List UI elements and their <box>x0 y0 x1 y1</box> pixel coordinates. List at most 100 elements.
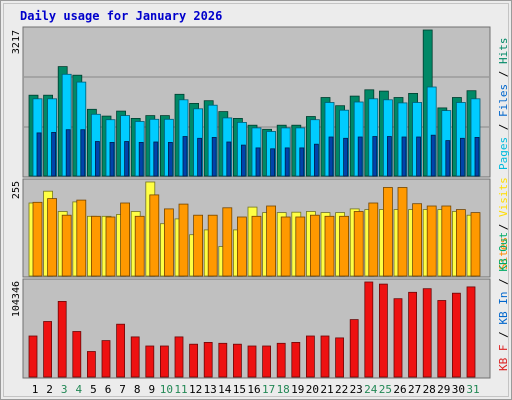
bar-pages-day-7 <box>124 141 129 177</box>
x-tick-label-31: 31 <box>466 383 479 396</box>
legend-part-1-0: Sites <box>497 237 510 270</box>
bar-kb-f-day-24 <box>364 281 374 378</box>
bar-pages-day-27 <box>416 136 422 177</box>
bar-sites-day-3 <box>61 214 72 277</box>
bar-sites-day-25 <box>382 187 393 277</box>
bar-kb-f-day-28 <box>422 288 432 378</box>
bar-sites-day-27 <box>412 203 423 277</box>
bar-kb-f-day-5 <box>87 351 96 378</box>
legend-part-0-2: Files <box>497 84 510 117</box>
legend-visits_sites: Sites / Visits <box>497 177 510 270</box>
y-max-label-kb: 104346 <box>11 281 22 317</box>
bar-pages-day-12 <box>197 137 203 177</box>
bar-kb-f-day-31 <box>466 286 476 378</box>
x-tick-label-22: 22 <box>335 383 348 396</box>
bar-sites-day-21 <box>324 215 335 277</box>
bar-pages-day-23 <box>357 136 363 177</box>
x-tick-label-2: 2 <box>46 383 53 396</box>
bar-pages-day-8 <box>138 141 144 177</box>
bar-kb-f-day-19 <box>291 341 301 378</box>
bar-pages-day-4 <box>80 129 86 177</box>
x-tick-label-20: 20 <box>306 383 319 396</box>
x-tick-label-27: 27 <box>408 383 421 396</box>
x-tick-label-12: 12 <box>189 383 202 396</box>
chart-inner-border <box>3 3 509 397</box>
bar-pages-day-26 <box>401 136 407 177</box>
bar-sites-day-9 <box>149 194 160 277</box>
bar-pages-day-30 <box>459 137 465 177</box>
bar-sites-day-31 <box>470 212 481 277</box>
bar-kb-f-day-26 <box>393 298 403 378</box>
y-max-label-visits: 255 <box>11 181 22 199</box>
bar-sites-day-16 <box>251 215 262 277</box>
bar-sites-day-2 <box>47 198 57 277</box>
x-tick-label-18: 18 <box>277 383 290 396</box>
bar-kb-f-day-1 <box>28 335 38 378</box>
x-tick-label-3: 3 <box>61 383 68 396</box>
x-tick-label-1: 1 <box>32 383 39 396</box>
x-tick-label-16: 16 <box>247 383 260 396</box>
x-tick-label-14: 14 <box>218 383 232 396</box>
bar-pages-day-19 <box>299 147 305 177</box>
legend-part-2-4: KB Out <box>497 232 510 272</box>
y-max-label-hits: 3217 <box>11 30 22 54</box>
x-tick-label-15: 15 <box>233 383 246 396</box>
x-tick-label-7: 7 <box>119 383 126 396</box>
bar-sites-day-23 <box>353 211 364 277</box>
bar-pages-day-10 <box>167 141 173 177</box>
bar-sites-day-28 <box>426 205 437 277</box>
x-tick-label-13: 13 <box>204 383 217 396</box>
bar-kb-f-day-18 <box>276 342 286 378</box>
x-tick-label-21: 21 <box>320 383 333 396</box>
bar-sites-day-14 <box>222 207 233 277</box>
x-tick-label-25: 25 <box>379 383 392 396</box>
bar-pages-day-24 <box>372 136 378 177</box>
bar-kb-f-day-8 <box>130 336 140 378</box>
bar-pages-day-22 <box>343 137 349 177</box>
bar-pages-day-17 <box>270 148 276 177</box>
bar-pages-day-18 <box>284 147 290 177</box>
bar-layer <box>28 29 481 378</box>
bar-sites-day-6 <box>105 216 116 277</box>
bar-pages-day-15 <box>240 144 246 177</box>
bar-kb-f-day-16 <box>247 345 257 378</box>
legend-hits_files_pages: Pages / Files / Hits <box>497 38 510 171</box>
bar-kb-f-day-2 <box>43 321 52 378</box>
bar-kb-f-day-6 <box>101 340 111 378</box>
bar-sites-day-12 <box>193 214 204 277</box>
bar-sites-day-17 <box>266 205 277 277</box>
bar-pages-day-3 <box>65 129 71 177</box>
bar-pages-day-2 <box>51 131 56 177</box>
bar-pages-day-5 <box>95 141 100 177</box>
bar-sites-day-29 <box>441 205 452 277</box>
bar-kb-f-day-10 <box>159 345 169 378</box>
bar-sites-day-19 <box>295 216 306 277</box>
bar-pages-day-25 <box>386 136 392 177</box>
bar-kb-f-day-14 <box>218 342 228 378</box>
x-tick-label-9: 9 <box>148 383 155 396</box>
bar-pages-day-6 <box>109 141 115 177</box>
bar-sites-day-4 <box>76 199 87 277</box>
bar-pages-day-28 <box>430 134 436 177</box>
bar-pages-day-31 <box>474 136 480 177</box>
legend-part-1-2: Visits <box>497 177 510 217</box>
x-tick-label-26: 26 <box>393 383 406 396</box>
bar-kb-f-day-7 <box>116 323 125 378</box>
x-tick-label-24: 24 <box>364 383 378 396</box>
bar-sites-day-10 <box>163 208 174 277</box>
bar-pages-day-14 <box>226 141 232 177</box>
bar-sites-day-30 <box>455 209 466 277</box>
bar-kb-f-day-4 <box>72 331 82 378</box>
bar-kb-f-day-29 <box>437 300 447 378</box>
x-tick-label-5: 5 <box>90 383 97 396</box>
legend-part-2-3: / <box>497 272 510 292</box>
bar-kb-f-day-9 <box>145 345 155 378</box>
bar-kb-f-day-21 <box>320 335 330 378</box>
x-tick-label-4: 4 <box>75 383 82 396</box>
bar-sites-day-8 <box>134 215 145 277</box>
bar-kb-f-day-17 <box>262 345 272 378</box>
bar-kb-f-day-23 <box>349 319 359 378</box>
x-tick-label-10: 10 <box>160 383 173 396</box>
bar-kb-f-day-22 <box>335 337 345 378</box>
